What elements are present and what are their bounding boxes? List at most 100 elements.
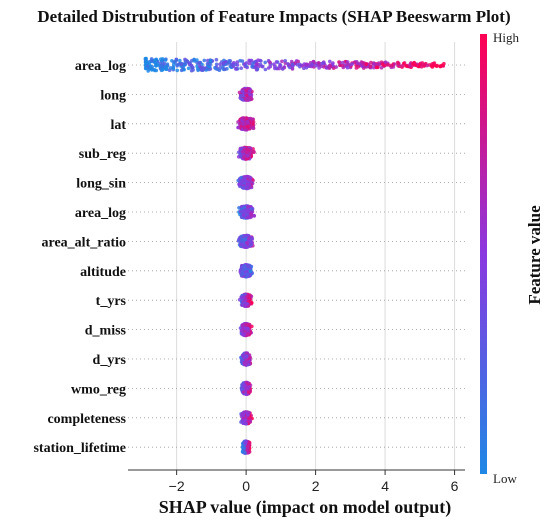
- shap-point: [178, 58, 182, 63]
- shap-point: [248, 177, 252, 182]
- shap-point: [229, 63, 234, 67]
- shap-point: [246, 327, 250, 331]
- shap-point: [246, 331, 250, 336]
- shap-point: [290, 62, 295, 67]
- shap-point: [423, 62, 427, 67]
- shap-point: [295, 63, 300, 67]
- shap-point: [244, 184, 249, 188]
- shap-point: [248, 116, 253, 121]
- shap-point: [188, 62, 192, 66]
- feature-label: area_alt_ratio: [42, 235, 127, 250]
- shap-point: [358, 62, 362, 66]
- shap-point: [413, 63, 418, 67]
- feature-label: long_sin: [76, 177, 126, 192]
- shap-point: [350, 62, 354, 66]
- shap-point: [243, 354, 247, 359]
- shap-point: [247, 89, 252, 93]
- shap-point: [243, 418, 247, 422]
- x-tick-label: 4: [381, 478, 389, 494]
- shap-point: [242, 125, 247, 130]
- shap-point: [243, 383, 247, 388]
- shap-point: [168, 66, 173, 70]
- feature-label: lat: [110, 118, 126, 133]
- shap-point: [374, 65, 379, 70]
- shap-point: [328, 59, 332, 64]
- shap-point: [247, 416, 251, 421]
- shap-point: [144, 60, 148, 65]
- shap-point: [260, 64, 265, 69]
- shap-point: [159, 64, 163, 69]
- feature-label: area_log: [75, 206, 126, 221]
- shap-point: [240, 89, 245, 93]
- shap-point: [245, 413, 250, 417]
- shap-point: [317, 61, 321, 65]
- shap-point: [250, 324, 254, 329]
- shap-point: [246, 204, 250, 209]
- shap-point: [240, 181, 244, 185]
- colorbar-high-label: High: [493, 30, 520, 45]
- feature-label: area_log: [75, 59, 126, 74]
- shap-point: [179, 62, 184, 67]
- shap-point: [356, 65, 361, 69]
- shap-point: [377, 62, 382, 67]
- shap-point: [198, 64, 202, 69]
- shap-point: [196, 68, 200, 73]
- feature-label: altitude: [80, 265, 126, 280]
- colorbar: [480, 34, 487, 474]
- shap-point: [214, 62, 219, 67]
- shap-point: [244, 64, 248, 68]
- shap-point: [280, 67, 285, 71]
- shap-point: [208, 58, 213, 63]
- shap-point: [244, 116, 249, 120]
- shap-point: [254, 62, 259, 66]
- shap-point: [245, 97, 250, 102]
- shap-point: [372, 65, 376, 70]
- shap-point: [237, 182, 241, 187]
- shap-point: [400, 64, 405, 68]
- shap-point: [246, 208, 251, 213]
- shap-point: [280, 59, 284, 64]
- shap-point: [175, 63, 179, 67]
- shap-point: [345, 65, 350, 70]
- shap-point: [241, 295, 245, 299]
- shap-point: [299, 63, 304, 68]
- shap-point: [241, 209, 246, 214]
- shap-point: [249, 212, 253, 216]
- shap-point: [368, 64, 373, 68]
- shap-point: [245, 382, 250, 386]
- shap-point: [174, 59, 178, 63]
- shap-point: [373, 62, 378, 67]
- feature-label: completeness: [47, 412, 126, 427]
- shap-point: [189, 68, 194, 73]
- shap-point: [143, 66, 148, 71]
- shap-point: [244, 61, 249, 65]
- shap-point: [245, 241, 249, 245]
- shap-point: [252, 214, 257, 218]
- colorbar-low-label: Low: [493, 471, 517, 486]
- shap-point: [310, 64, 314, 68]
- shap-point: [243, 441, 248, 445]
- x-tick-label: 0: [242, 478, 250, 494]
- shap-point: [236, 125, 240, 130]
- shap-point: [251, 120, 256, 124]
- shap-point: [246, 175, 251, 179]
- shap-point: [238, 154, 243, 158]
- shap-point: [160, 68, 165, 72]
- shap-point: [239, 242, 243, 247]
- shap-point: [379, 66, 384, 70]
- shap-point: [290, 67, 295, 71]
- shap-point: [171, 66, 176, 70]
- shap-point: [245, 448, 249, 452]
- shap-point: [243, 326, 248, 331]
- shap-point: [252, 149, 256, 154]
- points-layer: [143, 56, 446, 455]
- shap-point: [314, 63, 318, 68]
- shap-point: [337, 60, 341, 64]
- shap-point: [411, 62, 415, 66]
- shap-point: [250, 61, 255, 66]
- chart-title: Detailed Distrubution of Feature Impacts…: [37, 7, 510, 26]
- feature-label: long: [100, 88, 126, 103]
- shap-point: [341, 65, 346, 70]
- shap-point: [155, 62, 160, 67]
- shap-point: [153, 58, 157, 62]
